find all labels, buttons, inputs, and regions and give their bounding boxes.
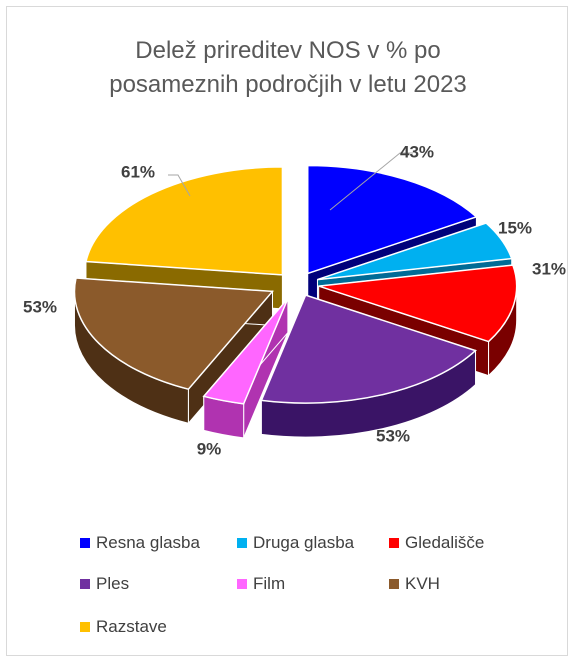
chart-title: Delež prireditev NOS v % po posameznih p… [0,34,576,102]
legend-item-druga-glasba: Druga glasba [237,533,354,553]
legend-item-kvh: KVH [389,574,440,594]
leader-line-resna-glasba [329,152,413,211]
slice-razstave [85,166,284,276]
legend-swatch-film [237,579,247,589]
slice-kvh [73,277,275,391]
data-label-kvh: 53% [23,297,57,316]
legend-label-ples: Ples [96,574,130,593]
chart-title-line-2: posameznih področjih v letu 2023 [109,71,467,98]
legend-label-druga-glasba: Druga glasba [253,533,355,552]
legend-label-razstave: Razstave [96,617,167,636]
slice-film [202,298,289,405]
data-label-ples: 53% [376,426,410,445]
legend-swatch-druga-glasba [237,538,247,548]
slice-druga-glasba [317,222,513,281]
legend-swatch-razstave [80,622,90,632]
slice-ples [260,294,477,404]
legend-label-film: Film [253,574,286,593]
legend-swatch-resna-glasba [80,538,90,548]
legend-label-resna-glasba: Resna glasba [96,533,200,552]
legend-item-razstave: Razstave [80,617,167,637]
leader-line-razstave [168,174,191,197]
data-label-gledalisce: 31% [532,259,566,278]
pie-tops [73,164,518,405]
legend-item-film: Film [237,574,285,594]
data-labels: 43% 15% 31% 53% 9% 53% 61% [23,142,566,458]
legend-item-ples: Ples [80,574,129,594]
legend-item-resna-glasba: Resna glasba [80,533,200,553]
data-label-resna-glasba: 43% [400,142,434,161]
legend-swatch-ples [80,579,90,589]
chart-title-line-1: Delež prireditev NOS v % po [135,37,441,64]
legend-swatch-gledalisce [389,538,399,548]
slice-resna-glasba [306,164,478,275]
legend-item-gledalisce: Gledališče [389,533,484,553]
slice-gledalisce [318,264,518,343]
data-label-film: 9% [197,439,222,458]
legend-swatch-kvh [389,579,399,589]
legend-label-gledalisce: Gledališče [405,533,485,552]
data-label-razstave: 61% [121,162,155,181]
data-label-druga-glasba: 15% [498,218,532,237]
legend-label-kvh: KVH [405,574,440,593]
